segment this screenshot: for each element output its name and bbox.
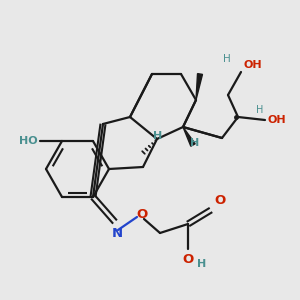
Polygon shape [196, 74, 202, 100]
Text: HO: HO [20, 136, 38, 146]
Text: OH: OH [267, 115, 286, 125]
Polygon shape [183, 127, 195, 146]
Text: H: H [223, 54, 231, 64]
Text: OH: OH [243, 60, 262, 70]
Text: O: O [182, 253, 194, 266]
Text: O: O [136, 208, 148, 220]
Text: H: H [256, 105, 263, 115]
Text: H: H [190, 138, 199, 148]
Text: N: N [111, 227, 123, 240]
Text: O: O [214, 194, 225, 207]
Text: H: H [197, 259, 206, 269]
Text: H: H [153, 131, 162, 141]
